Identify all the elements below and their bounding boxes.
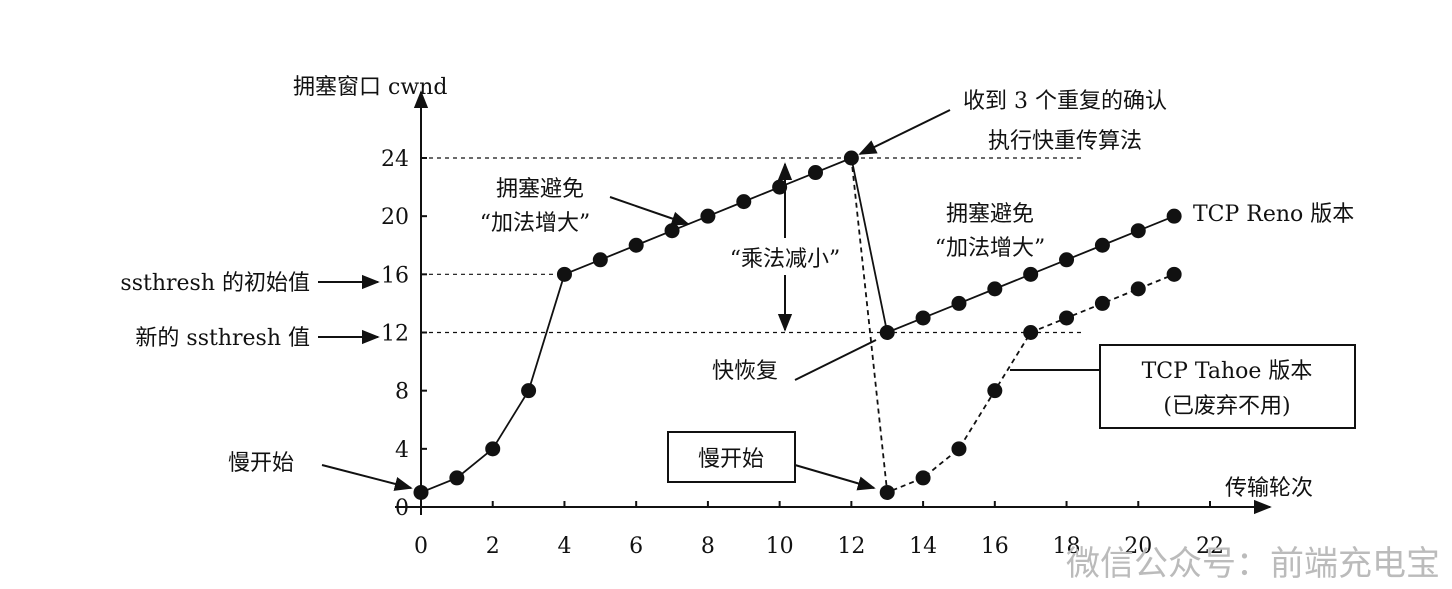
x-tick-label: 10 (766, 534, 794, 559)
point (1130, 223, 1146, 239)
point (556, 266, 572, 282)
series-label: TCP Tahoe 版本 (1142, 359, 1313, 384)
point (521, 383, 537, 399)
annotation: 快恢复 (712, 359, 778, 384)
annotation: 新的 ssthresh 值 (135, 326, 310, 351)
x-tick-label: 12 (837, 534, 865, 559)
point (879, 484, 895, 500)
arrow (794, 339, 877, 381)
point (1094, 295, 1110, 311)
series-line (420, 156, 1175, 494)
point (808, 165, 823, 181)
arrow (609, 196, 690, 226)
annotation: “乘法减小” (730, 247, 841, 272)
point (413, 484, 429, 500)
y-tick-label: 16 (381, 263, 409, 288)
arrow (858, 109, 951, 155)
point (1059, 310, 1075, 326)
annotation: 执行快重传算法 (988, 129, 1142, 154)
y-tick-label: 4 (395, 438, 409, 463)
annotation: 收到 3 个重复的确认 (963, 89, 1167, 114)
annotation: 拥塞避免 (946, 202, 1034, 227)
y-tick-label: 8 (395, 380, 409, 405)
point (1023, 266, 1039, 282)
x-axis-label: 传输轮次 (1225, 476, 1313, 501)
point (1166, 266, 1182, 282)
y-tick-label: 24 (381, 147, 409, 172)
x-tick-label: 22 (1196, 534, 1224, 559)
x-tick-label: 4 (557, 534, 571, 559)
x-tick-label: 16 (981, 534, 1009, 559)
point (449, 470, 465, 486)
y-tick-label: 20 (381, 205, 409, 230)
point (879, 325, 895, 340)
x-tick-label: 8 (701, 534, 715, 559)
x-tick-label: 18 (1053, 534, 1081, 559)
tahoe-box (1099, 344, 1356, 429)
arrow (794, 464, 876, 491)
point (700, 208, 716, 224)
point (1023, 325, 1039, 340)
point (1059, 252, 1075, 268)
y-tick-label: 12 (381, 322, 409, 347)
annotation: “加法增大” (935, 236, 1046, 261)
point (915, 470, 931, 486)
arrow (321, 464, 413, 491)
point (987, 281, 1003, 297)
x-tick-label: 0 (414, 534, 428, 559)
point (1166, 208, 1182, 224)
annotation: 拥塞避免 (496, 177, 584, 202)
x-tick-label: 20 (1124, 534, 1152, 559)
point (592, 252, 608, 268)
point (915, 310, 931, 326)
point (772, 179, 788, 195)
y-tick-label: 0 (395, 496, 409, 521)
annotation: 慢开始 (228, 451, 294, 476)
x-tick-label: 6 (629, 534, 643, 559)
point (485, 441, 501, 457)
annotation: (已废弃不用) (1163, 394, 1290, 419)
point (628, 237, 644, 253)
point (664, 223, 680, 239)
annotation: 慢开始 (698, 447, 764, 472)
point (951, 295, 967, 311)
slow-start-box (667, 431, 796, 483)
y-axis-label: 拥塞窗口 cwnd (293, 75, 447, 100)
point (736, 194, 752, 210)
watermark: 微信公众号：前端充电宝 (1066, 544, 1440, 584)
series-label: TCP Reno 版本 (1193, 202, 1354, 227)
point (987, 383, 1003, 399)
point (1094, 237, 1110, 253)
x-tick-label: 14 (909, 534, 937, 559)
annotation: “加法增大” (480, 211, 591, 236)
x-tick-label: 2 (486, 534, 500, 559)
point (951, 441, 967, 457)
series-line (850, 157, 1175, 494)
point (1130, 281, 1146, 297)
annotation: ssthresh 的初始值 (120, 271, 310, 296)
